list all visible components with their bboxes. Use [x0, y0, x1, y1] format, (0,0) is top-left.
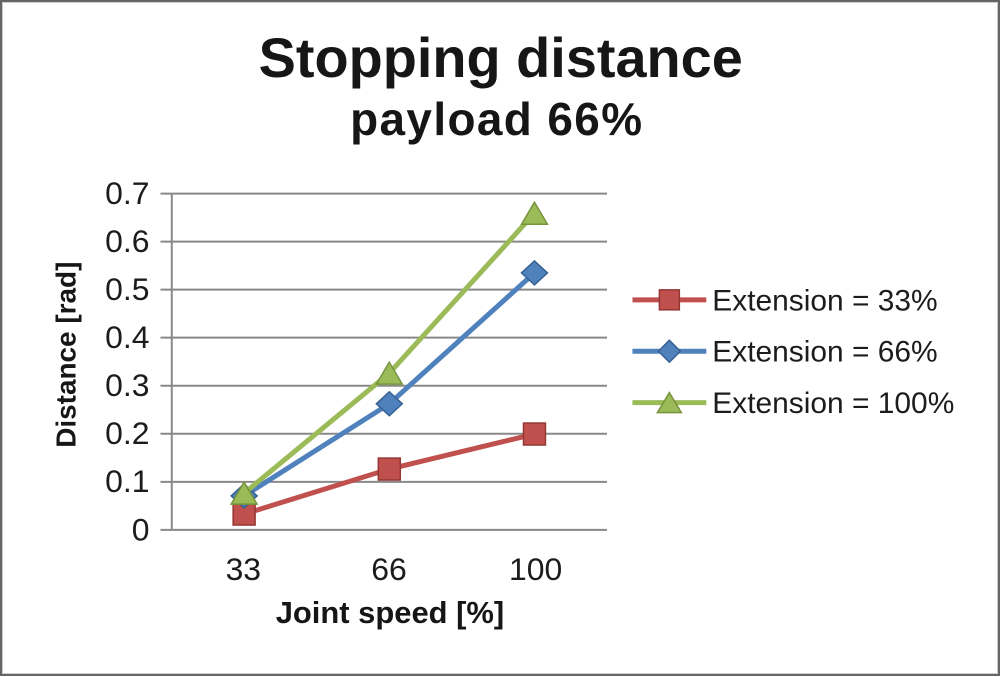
- svg-text:100: 100: [509, 551, 562, 587]
- svg-text:33: 33: [226, 551, 262, 587]
- svg-text:Distance [rad]: Distance [rad]: [51, 262, 82, 448]
- svg-text:0: 0: [132, 511, 150, 547]
- svg-text:0.7: 0.7: [105, 175, 149, 211]
- svg-text:0.1: 0.1: [105, 463, 149, 499]
- svg-text:payload 66%: payload 66%: [350, 93, 643, 145]
- svg-text:Joint speed [%]: Joint speed [%]: [276, 595, 505, 630]
- svg-text:66: 66: [371, 551, 407, 587]
- svg-text:0.5: 0.5: [105, 271, 149, 307]
- svg-text:Extension = 100%: Extension = 100%: [712, 387, 954, 420]
- svg-text:Extension = 33%: Extension = 33%: [712, 284, 937, 317]
- svg-text:0.3: 0.3: [105, 367, 149, 403]
- svg-text:0.4: 0.4: [105, 319, 149, 355]
- svg-text:0.6: 0.6: [105, 223, 149, 259]
- svg-text:Extension = 66%: Extension = 66%: [712, 336, 937, 369]
- svg-text:0.2: 0.2: [105, 415, 149, 451]
- svg-text:Stopping distance: Stopping distance: [259, 26, 743, 89]
